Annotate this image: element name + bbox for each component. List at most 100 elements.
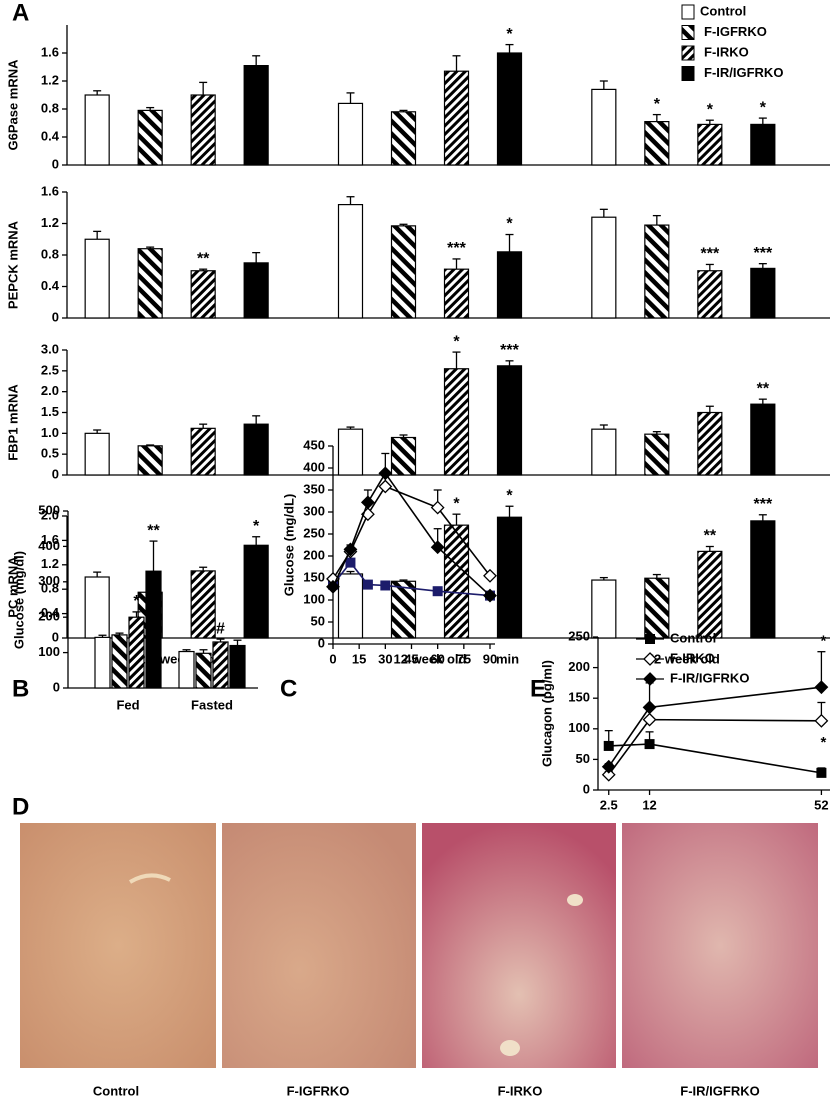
bar [591, 88, 617, 166]
y-tick-label: 250 [568, 628, 590, 643]
panel-letter: C [280, 675, 297, 702]
bar [750, 520, 776, 639]
legend-swatch [681, 45, 695, 61]
x-tick-label: Fasted [191, 697, 233, 712]
x-tick-label: 30 [378, 651, 392, 666]
bar [145, 570, 162, 689]
y-tick-label: 350 [303, 481, 325, 496]
bar [644, 120, 670, 166]
micrograph [622, 823, 818, 1068]
marker [483, 588, 497, 603]
y-tick-label: 0.8 [41, 581, 59, 596]
bar [644, 577, 670, 639]
micrograph-row [20, 823, 818, 1068]
y-tick-label: 1.6 [41, 532, 59, 547]
y-tick-label: 0.4 [41, 128, 60, 143]
panel-letter: D [12, 793, 29, 820]
y-axis-label: PC mRNA [5, 556, 20, 618]
y-axis-label: Glucose (mg/dl) [11, 551, 26, 649]
bar [644, 433, 670, 476]
micrograph-caption: Control [93, 1083, 139, 1098]
y-tick-label: 400 [303, 459, 325, 474]
marker [360, 495, 375, 510]
micrograph-caption: F-IGFRKO [287, 1083, 350, 1098]
significance-label: *** [753, 496, 772, 513]
bar [337, 102, 364, 166]
y-tick-label: 1.5 [41, 404, 59, 419]
y-tick-label: 50 [576, 751, 590, 766]
marker [378, 479, 393, 494]
bar [390, 111, 417, 166]
bar [337, 573, 364, 639]
bar [750, 403, 776, 476]
bar [591, 579, 617, 639]
bar [337, 204, 364, 319]
significance-label: * [654, 96, 661, 113]
y-tick-label: 2.5 [41, 362, 59, 377]
legend-swatch [681, 4, 695, 20]
significance-label: *** [500, 342, 519, 359]
x-tick-label: 2.5 [600, 797, 618, 812]
y-tick-label: 500 [38, 502, 60, 517]
vessel [128, 873, 171, 884]
bar [496, 365, 523, 476]
marker [432, 586, 443, 597]
bar [496, 516, 523, 639]
x-tick-label: 90 [483, 651, 497, 666]
marker [642, 712, 657, 727]
bar [697, 270, 723, 319]
vessel [567, 894, 583, 906]
y-tick-label: 0 [52, 466, 59, 481]
bar [243, 544, 269, 639]
y-tick-label: 100 [568, 720, 590, 735]
marker [814, 680, 829, 695]
micrograph [20, 823, 216, 1068]
bar [750, 123, 776, 166]
bar [390, 225, 417, 319]
bar [195, 652, 212, 689]
marker [601, 767, 616, 782]
y-tick-label: 300 [38, 573, 60, 588]
legend-swatch [681, 25, 695, 40]
bar [243, 423, 269, 476]
bar [591, 216, 617, 319]
bar [443, 70, 470, 166]
x-tick-label: 0 [329, 651, 336, 666]
significance-label: *** [753, 245, 772, 262]
line [608, 743, 822, 774]
legend-label: F-IR/IGFRKO [704, 65, 783, 80]
bar [496, 251, 523, 319]
y-tick-label: 1.2 [41, 215, 59, 230]
marker [430, 500, 445, 515]
bar [229, 644, 246, 689]
significance-label: * [820, 734, 826, 751]
significance-label: * [506, 216, 513, 233]
significance-label: ** [704, 528, 717, 545]
micrograph-caption: F-IRKO [498, 1083, 543, 1098]
significance-label: * [506, 26, 513, 43]
y-tick-label: 100 [38, 644, 60, 659]
marker [601, 759, 616, 774]
bar [212, 641, 229, 689]
marker [814, 713, 829, 728]
legend-swatch [681, 66, 695, 81]
marker [642, 700, 657, 715]
marker [645, 634, 655, 644]
y-tick-label: 0 [52, 629, 59, 644]
x-tick-label: 52 [814, 797, 828, 812]
bar [443, 368, 470, 476]
y-tick-label: 1.6 [41, 44, 59, 59]
y-tick-label: 400 [38, 538, 60, 553]
marker [362, 579, 373, 590]
significance-label: * [506, 487, 513, 504]
bar [644, 224, 670, 319]
y-tick-label: 1.6 [41, 183, 59, 198]
y-axis-label: G6Pase mRNA [5, 59, 20, 151]
panel-letter: B [12, 675, 29, 702]
bar [84, 576, 110, 639]
y-tick-label: 450 [303, 437, 325, 452]
marker [345, 557, 356, 568]
y-tick-label: 1.2 [41, 72, 59, 87]
y-tick-label: 1.0 [41, 425, 59, 440]
